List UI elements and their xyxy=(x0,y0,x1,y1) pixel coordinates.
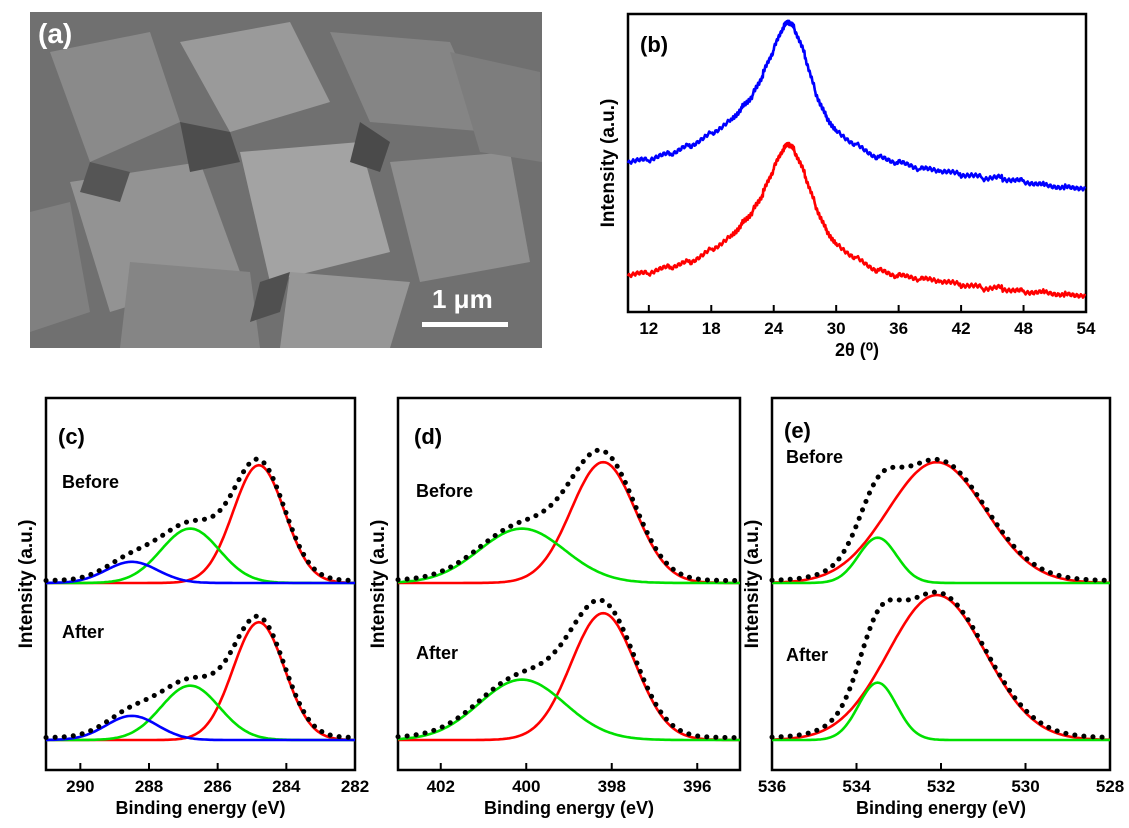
x-tick-label-d: 400 xyxy=(512,777,540,796)
fit-peak-e-0-0 xyxy=(771,460,1111,585)
annotation-e-0: Before xyxy=(786,447,843,467)
panel-label-c: (c) xyxy=(58,424,85,449)
fit-peak-c-1-2 xyxy=(46,714,355,742)
x-tick-label-c: 286 xyxy=(203,777,231,796)
scale-bar-label: 1 μm xyxy=(432,284,493,314)
x-axis-label-d: Binding energy (eV) xyxy=(484,798,654,818)
x-axis-label-e: Binding energy (eV) xyxy=(856,798,1026,818)
xrd-series-0 xyxy=(626,19,1087,192)
x-tick-label-b: 30 xyxy=(827,319,846,338)
x-tick-label-b: 12 xyxy=(639,319,658,338)
panel-a-label: (a) xyxy=(38,18,73,49)
panel-label-d: (d) xyxy=(414,424,442,449)
x-tick-label-b: 18 xyxy=(702,319,721,338)
x-tick-label-d: 402 xyxy=(427,777,455,796)
y-axis-label-e: Intensity (a.u.) xyxy=(742,520,763,649)
plot-frame-b xyxy=(626,12,1088,314)
x-tick-label-b: 54 xyxy=(1077,319,1096,338)
x-tick-label-c: 282 xyxy=(341,777,369,796)
fit-peak-e-0-1 xyxy=(772,536,1110,585)
x-tick-label-e: 534 xyxy=(842,777,871,796)
y-axis-label-b: Intensity (a.u.) xyxy=(598,99,619,228)
x-tick-label-e: 528 xyxy=(1096,777,1124,796)
x-tick-label-d: 396 xyxy=(683,777,711,796)
fit-peak-d-1-0 xyxy=(398,611,740,742)
x-tick-label-e: 530 xyxy=(1011,777,1039,796)
annotation-c-1: After xyxy=(62,622,104,642)
fit-peak-d-0-0 xyxy=(398,460,740,585)
fit-peak-d-0-1 xyxy=(397,527,740,585)
x-axis-label-c: Binding energy (eV) xyxy=(115,798,285,818)
annotation-c-0: Before xyxy=(62,472,119,492)
y-axis-label-c: Intensity (a.u.) xyxy=(16,520,37,649)
x-tick-label-b: 24 xyxy=(764,319,783,338)
y-axis-label-d: Intensity (a.u.) xyxy=(368,520,389,649)
x-tick-label-b: 36 xyxy=(889,319,908,338)
sem-texture xyxy=(30,12,542,348)
fit-peak-e-1-0 xyxy=(772,593,1110,742)
x-tick-label-c: 284 xyxy=(272,777,301,796)
x-tick-label-e: 536 xyxy=(758,777,786,796)
raw-data-dots-c-0 xyxy=(43,456,358,583)
raw-data-dots-c-1 xyxy=(43,613,358,740)
raw-data-dots-e-0 xyxy=(769,456,1113,583)
annotation-d-1: After xyxy=(416,643,458,663)
annotation-e-1: After xyxy=(786,645,828,665)
annotation-d-0: Before xyxy=(416,481,473,501)
x-tick-label-c: 290 xyxy=(66,777,94,796)
x-tick-label-e: 532 xyxy=(927,777,955,796)
sem-image-panel-a: (a) 1 μm xyxy=(30,12,542,348)
raw-data-dots-e-1 xyxy=(769,589,1113,740)
panel-label-b: (b) xyxy=(640,32,668,57)
scale-bar xyxy=(422,322,508,327)
x-tick-label-b: 42 xyxy=(952,319,971,338)
x-tick-label-c: 288 xyxy=(135,777,163,796)
xrd-series-1 xyxy=(626,141,1087,299)
fit-peak-c-0-2 xyxy=(46,560,355,585)
raw-data-dots-d-0 xyxy=(395,447,743,583)
x-tick-label-b: 48 xyxy=(1014,319,1033,338)
x-axis-label-b: 2θ (⁰) xyxy=(835,340,879,360)
fit-peak-e-1-1 xyxy=(772,681,1110,742)
panel-label-e: (e) xyxy=(784,418,811,443)
x-tick-label-d: 398 xyxy=(598,777,626,796)
fit-peak-d-1-1 xyxy=(397,678,740,742)
